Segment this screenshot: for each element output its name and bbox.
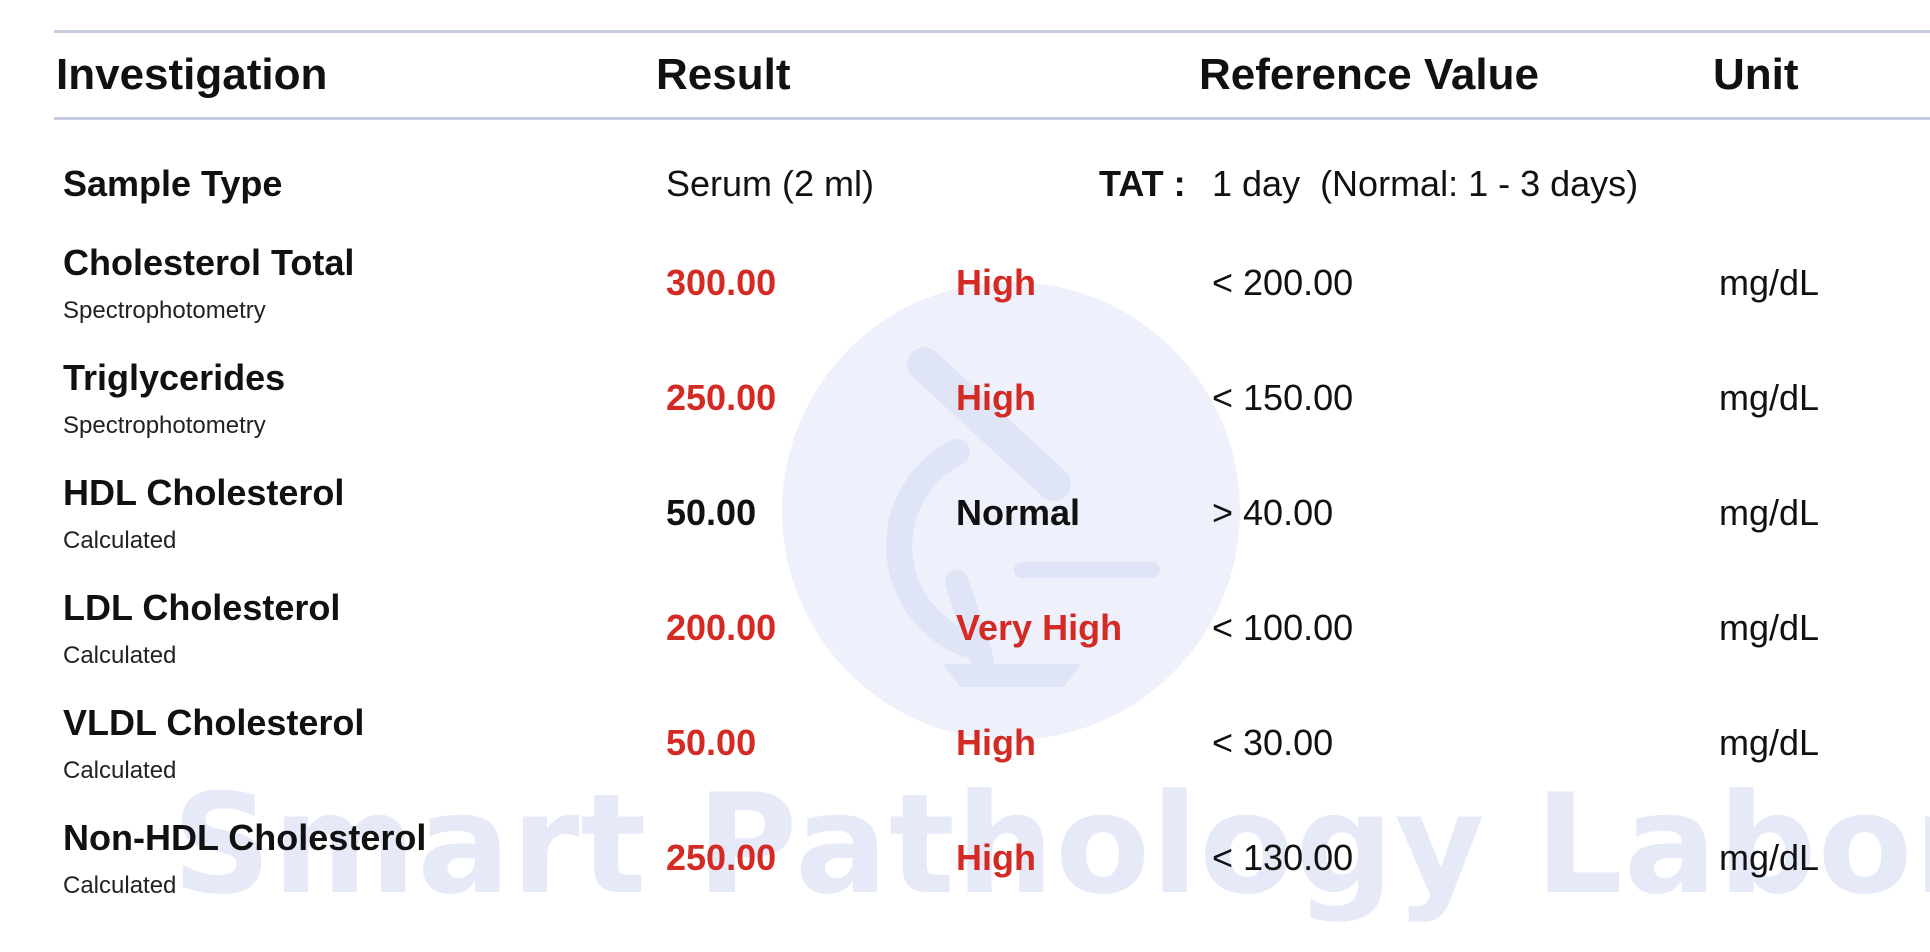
result-flag: High	[956, 837, 1036, 878]
test-name-non-hdl-cholesterol: Non-HDL Cholesterol	[63, 817, 427, 858]
test-name-vldl-cholesterol: VLDL Cholesterol	[63, 702, 365, 743]
result-flag: Normal	[956, 492, 1081, 533]
watermark-text: Smart Pathology Laboratory	[172, 764, 1930, 925]
watermark-circle	[782, 282, 1240, 740]
column-header-unit: Unit	[1713, 50, 1799, 99]
result-flag: High	[956, 377, 1036, 418]
tat-label: TAT :	[1099, 163, 1186, 204]
column-header-result: Result	[656, 50, 791, 99]
header-bottom-rule	[54, 117, 1930, 120]
sample-type-label: Sample Type	[63, 163, 283, 204]
test-name-hdl-cholesterol: HDL Cholesterol	[63, 472, 345, 513]
reference-value: < 130.00	[1212, 837, 1354, 878]
column-header-investigation: Investigation	[56, 50, 328, 99]
tat-value: 1 day (Normal: 1 - 3 days)	[1212, 163, 1639, 204]
test-name-triglycerides: Triglycerides	[63, 357, 286, 398]
unit-value: mg/dL	[1719, 492, 1820, 533]
unit-value: mg/dL	[1719, 837, 1820, 878]
microscope-icon	[886, 347, 1160, 687]
sample-type-value: Serum (2 ml)	[666, 163, 875, 204]
test-method: Calculated	[63, 757, 177, 784]
result-value: 250.00	[666, 837, 777, 878]
reference-value: > 40.00	[1212, 492, 1334, 533]
result-flag: High	[956, 722, 1036, 763]
test-method: Calculated	[63, 872, 177, 899]
header-top-rule	[54, 30, 1930, 33]
test-name-cholesterol-total: Cholesterol Total	[63, 242, 355, 283]
unit-value: mg/dL	[1719, 262, 1820, 303]
test-method: Calculated	[63, 527, 177, 554]
reference-value: < 100.00	[1212, 607, 1354, 648]
test-name-ldl-cholesterol: LDL Cholesterol	[63, 587, 341, 628]
test-method: Spectrophotometry	[63, 412, 266, 439]
result-value: 250.00	[666, 377, 777, 418]
reference-value: < 200.00	[1212, 262, 1354, 303]
unit-value: mg/dL	[1719, 377, 1820, 418]
result-value: 300.00	[666, 262, 777, 303]
unit-value: mg/dL	[1719, 607, 1820, 648]
reference-value: < 30.00	[1212, 722, 1334, 763]
column-header-reference-value: Reference Value	[1199, 50, 1539, 99]
result-flag: Very High	[956, 607, 1123, 648]
unit-value: mg/dL	[1719, 722, 1820, 763]
result-value: 200.00	[666, 607, 777, 648]
test-method: Calculated	[63, 642, 177, 669]
reference-value: < 150.00	[1212, 377, 1354, 418]
result-value: 50.00	[666, 492, 757, 533]
test-method: Spectrophotometry	[63, 297, 266, 324]
result-value: 50.00	[666, 722, 757, 763]
result-flag: High	[956, 262, 1036, 303]
